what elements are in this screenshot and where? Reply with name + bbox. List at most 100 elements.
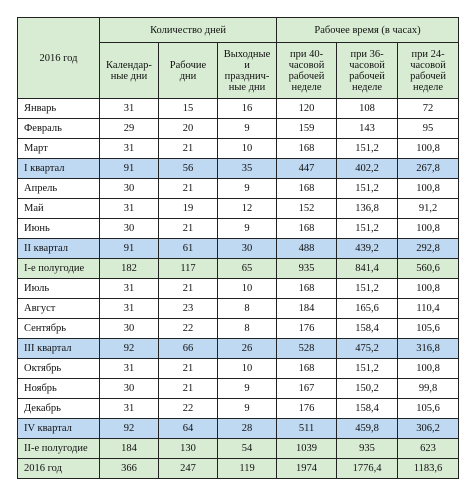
hours-36-cell: 402,2	[336, 158, 399, 179]
hours-40-cell: 168	[276, 358, 338, 379]
period-cell: Август	[17, 298, 100, 319]
hours-40-cell: 528	[276, 338, 338, 359]
half-row: II-е полугодие 184 130 54 1039 935 623	[17, 438, 460, 459]
hours-40-cell: 168	[276, 278, 338, 299]
hours-36-cell: 108	[336, 98, 399, 119]
calendar-days-cell: 30	[99, 318, 159, 339]
calendar-days-cell: 31	[99, 98, 159, 119]
period-cell: Ноябрь	[17, 378, 100, 399]
hours-36-cell: 165,6	[336, 298, 399, 319]
hours-36-cell: 439,2	[336, 238, 399, 259]
hours-36-cell: 151,2	[336, 138, 399, 159]
days-off-cell: 54	[216, 438, 278, 459]
hours-40-cell: 1974	[276, 458, 338, 479]
period-cell: Апрель	[17, 178, 100, 199]
period-cell: Март	[17, 138, 100, 159]
days-off-cell: 10	[216, 278, 278, 299]
period-cell: 2016 год	[17, 458, 100, 479]
period-cell: Декабрь	[17, 398, 100, 419]
period-cell: II-е полугодие	[17, 438, 100, 459]
days-off-cell: 9	[216, 398, 278, 419]
hours-36-cell: 143	[336, 118, 399, 139]
calendar-days-cell: 31	[99, 298, 159, 319]
col-header-calendar-days: Календар-ные дни	[99, 42, 159, 99]
working-days-cell: 22	[158, 318, 218, 339]
working-days-cell: 117	[158, 258, 218, 279]
hours-40-cell: 168	[276, 178, 338, 199]
calendar-table: 2016 год Количество дней Рабочее время (…	[17, 17, 460, 479]
hours-36-cell: 459,8	[336, 418, 399, 439]
table-row: Июнь 30 21 9 168 151,2 100,8	[17, 218, 460, 239]
calendar-days-cell: 91	[99, 238, 159, 259]
table-row: Ноябрь 30 21 9 167 150,2 99,8	[17, 378, 460, 399]
hours-group-header: Рабочее время (в часах)	[276, 17, 460, 43]
days-off-cell: 10	[216, 358, 278, 379]
days-off-cell: 119	[216, 458, 278, 479]
working-days-cell: 23	[158, 298, 218, 319]
hours-40-cell: 184	[276, 298, 338, 319]
period-cell: Январь	[17, 98, 100, 119]
days-off-cell: 26	[216, 338, 278, 359]
hours-36-cell: 158,4	[336, 398, 399, 419]
hours-24-cell: 292,8	[397, 238, 460, 259]
working-days-cell: 247	[158, 458, 218, 479]
hours-40-cell: 176	[276, 398, 338, 419]
calendar-days-cell: 30	[99, 218, 159, 239]
calendar-days-cell: 29	[99, 118, 159, 139]
table-row: Август 31 23 8 184 165,6 110,4	[17, 298, 460, 319]
hours-36-cell: 151,2	[336, 178, 399, 199]
days-off-cell: 9	[216, 178, 278, 199]
days-off-cell: 65	[216, 258, 278, 279]
hours-36-cell: 475,2	[336, 338, 399, 359]
hours-24-cell: 105,6	[397, 318, 460, 339]
days-group-header: Количество дней	[98, 17, 278, 43]
table-row: Январь 31 15 16 120 108 72	[17, 98, 460, 119]
hours-24-cell: 306,2	[397, 418, 460, 439]
days-off-cell: 8	[216, 298, 278, 319]
col-header-36h-week: при 36-часовой рабочей неделе	[336, 42, 399, 99]
hours-24-cell: 623	[397, 438, 460, 459]
calendar-days-cell: 92	[99, 338, 159, 359]
calendar-days-cell: 91	[99, 158, 159, 179]
table-body: Январь 31 15 16 120 108 72 Февраль 29 20 9 159 143 95…	[17, 98, 460, 479]
quarter-row: II квартал 91 61 30 488 439,2 292,8	[17, 238, 460, 259]
calendar-days-cell: 31	[99, 278, 159, 299]
hours-40-cell: 488	[276, 238, 338, 259]
hours-40-cell: 176	[276, 318, 338, 339]
hours-40-cell: 935	[276, 258, 338, 279]
period-cell: Сентябрь	[17, 318, 100, 339]
table-row: Апрель 30 21 9 168 151,2 100,8	[17, 178, 460, 199]
working-days-cell: 56	[158, 158, 218, 179]
half-row: I-е полугодие 182 117 65 935 841,4 560,6	[17, 258, 460, 279]
hours-24-cell: 100,8	[397, 178, 460, 199]
table-row: Март 31 21 10 168 151,2 100,8	[17, 138, 460, 159]
hours-36-cell: 158,4	[336, 318, 399, 339]
col-header-working-days: Рабочие дни	[158, 42, 218, 99]
working-days-cell: 130	[158, 438, 218, 459]
year-row: 2016 год 366 247 119 1974 1776,4 1183,6	[17, 458, 460, 479]
table-row: Февраль 29 20 9 159 143 95	[17, 118, 460, 139]
days-off-cell: 9	[216, 118, 278, 139]
hours-24-cell: 91,2	[397, 198, 460, 219]
hours-36-cell: 151,2	[336, 278, 399, 299]
hours-24-cell: 100,8	[397, 138, 460, 159]
working-days-cell: 61	[158, 238, 218, 259]
hours-24-cell: 100,8	[397, 218, 460, 239]
hours-24-cell: 99,8	[397, 378, 460, 399]
days-off-cell: 8	[216, 318, 278, 339]
days-off-cell: 9	[216, 378, 278, 399]
quarter-row: I квартал 91 56 35 447 402,2 267,8	[17, 158, 460, 179]
calendar-days-cell: 31	[99, 198, 159, 219]
hours-40-cell: 167	[276, 378, 338, 399]
hours-24-cell: 110,4	[397, 298, 460, 319]
hours-36-cell: 151,2	[336, 218, 399, 239]
hours-40-cell: 152	[276, 198, 338, 219]
days-off-cell: 35	[216, 158, 278, 179]
table-row: Май 31 19 12 152 136,8 91,2	[17, 198, 460, 219]
working-days-cell: 21	[158, 358, 218, 379]
hours-24-cell: 72	[397, 98, 460, 119]
table-row: Декабрь 31 22 9 176 158,4 105,6	[17, 398, 460, 419]
hours-24-cell: 267,8	[397, 158, 460, 179]
hours-36-cell: 1776,4	[336, 458, 399, 479]
hours-24-cell: 105,6	[397, 398, 460, 419]
